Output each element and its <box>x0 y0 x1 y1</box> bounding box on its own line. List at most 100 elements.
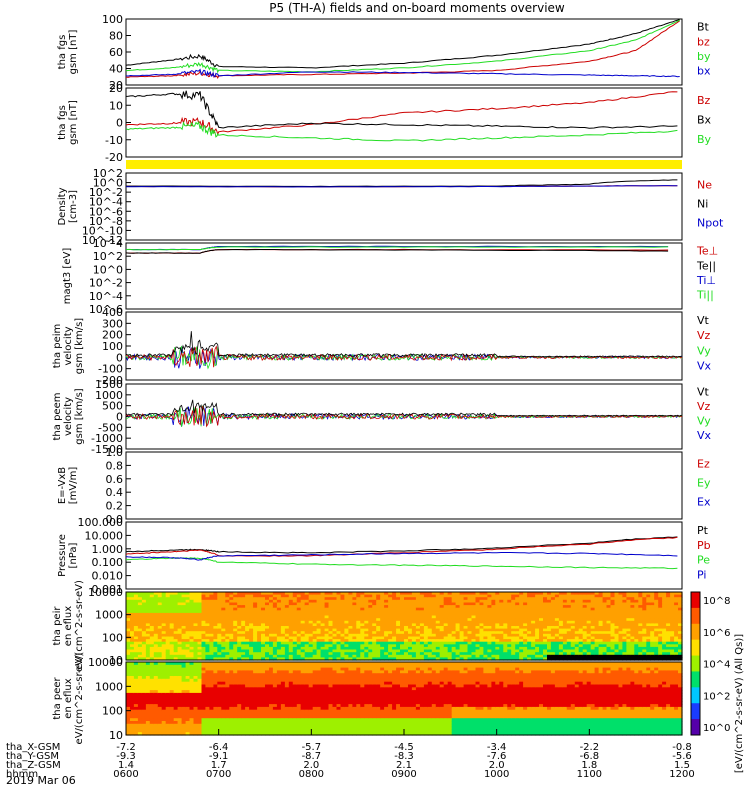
heatmap-cell <box>241 681 246 686</box>
heatmap-cell <box>356 597 361 601</box>
heatmap-cell <box>554 652 560 656</box>
heatmap-cell <box>153 644 159 648</box>
heatmap-cell <box>272 690 278 694</box>
heatmap-cell <box>550 610 556 614</box>
heatmap-cell <box>269 698 274 702</box>
heatmap-cell <box>185 706 191 711</box>
heatmap-cell <box>427 599 433 603</box>
heatmap-cell <box>165 723 171 728</box>
y-tick-label: 100.000 <box>78 516 124 529</box>
heatmap-cell <box>308 631 314 635</box>
heatmap-cell <box>328 636 334 640</box>
heatmap-cell <box>622 631 627 635</box>
heatmap-cell <box>257 684 262 688</box>
heatmap-cell <box>547 592 552 596</box>
heatmap-cell <box>467 657 473 661</box>
heatmap-cell <box>483 657 488 661</box>
legend-Ez: Ez <box>697 457 710 470</box>
heatmap-cell <box>638 657 643 661</box>
heatmap-cell <box>487 633 492 637</box>
heatmap-cell <box>487 597 492 601</box>
heatmap-cell <box>618 631 624 635</box>
heatmap-cell <box>213 636 218 640</box>
heatmap-cell <box>388 605 393 609</box>
heatmap-cell <box>253 723 258 728</box>
heatmap-cell <box>261 620 266 624</box>
heatmap-cell <box>169 690 175 694</box>
heatmap-cell <box>272 732 278 736</box>
heatmap-cell <box>376 602 381 606</box>
heatmap-cell <box>130 592 135 596</box>
heatmap-cell <box>344 633 349 637</box>
heatmap-cell <box>531 602 536 606</box>
heatmap-cell <box>312 644 318 648</box>
heatmap-cell <box>296 633 302 637</box>
heatmap-cell <box>622 654 627 658</box>
heatmap-cell <box>276 732 282 736</box>
heatmap-cell <box>503 623 508 627</box>
heatmap-cell <box>400 633 405 637</box>
heatmap-cell <box>336 644 342 648</box>
heatmap-cell <box>435 602 441 606</box>
heatmap-cell <box>531 592 536 596</box>
heatmap-cell <box>173 712 179 716</box>
heatmap-cell <box>598 592 604 596</box>
heatmap-cell <box>221 712 226 716</box>
heatmap-cell <box>296 612 302 617</box>
heatmap-cell <box>396 618 401 622</box>
heatmap-cell <box>431 639 437 643</box>
series-bz <box>125 20 681 79</box>
heatmap-cell <box>157 620 163 624</box>
heatmap-cell <box>610 649 616 653</box>
heatmap-cell <box>221 709 226 714</box>
heatmap-cell <box>304 654 310 658</box>
heatmap-cell <box>550 646 556 651</box>
heatmap-cell <box>507 649 512 653</box>
heatmap-cell <box>245 612 250 617</box>
heatmap-cell <box>145 654 151 658</box>
heatmap-cell <box>451 612 457 617</box>
heatmap-cell <box>205 654 210 658</box>
heatmap-cell <box>272 715 278 719</box>
heatmap-cell <box>455 594 461 598</box>
heatmap-cell <box>261 592 266 596</box>
heatmap-cell <box>447 597 453 601</box>
heatmap-cell <box>284 654 290 658</box>
legend-by: by <box>697 50 711 63</box>
heatmap-cell <box>507 633 512 637</box>
heatmap-cell <box>419 639 425 643</box>
heatmap-cell <box>161 664 167 669</box>
heatmap-cell <box>630 623 635 627</box>
heatmap-cell <box>185 644 191 648</box>
heatmap-cell <box>130 704 135 708</box>
heatmap-cell <box>475 633 481 637</box>
heatmap-cell <box>439 654 445 658</box>
heatmap-cell <box>404 641 409 645</box>
heatmap-cell <box>233 662 238 666</box>
heatmap-cell <box>570 615 576 619</box>
heatmap-cell <box>368 599 373 603</box>
heatmap-cell <box>662 623 667 627</box>
heatmap-cell <box>666 631 671 635</box>
heatmap-cell <box>634 657 639 661</box>
heatmap-cell <box>241 729 246 733</box>
heatmap-cell <box>638 612 643 617</box>
heatmap-cell <box>265 698 270 702</box>
heatmap-cell <box>415 631 421 635</box>
heatmap-cell <box>483 594 488 598</box>
heatmap-cell <box>562 618 568 622</box>
heatmap-cell <box>177 718 183 722</box>
heatmap-cell <box>173 615 179 619</box>
heatmap-cell <box>380 612 385 617</box>
heatmap-cell <box>193 657 199 661</box>
heatmap-cell <box>527 623 532 627</box>
heatmap-cell <box>535 646 540 651</box>
heatmap-cell <box>229 721 234 725</box>
heatmap-cell <box>237 687 242 691</box>
heatmap-cell <box>133 721 139 725</box>
heatmap-cell <box>352 657 357 661</box>
heatmap-cell <box>213 701 218 705</box>
heatmap-cell <box>149 676 155 680</box>
heatmap-cell <box>634 646 639 651</box>
heatmap-cell <box>300 620 306 624</box>
